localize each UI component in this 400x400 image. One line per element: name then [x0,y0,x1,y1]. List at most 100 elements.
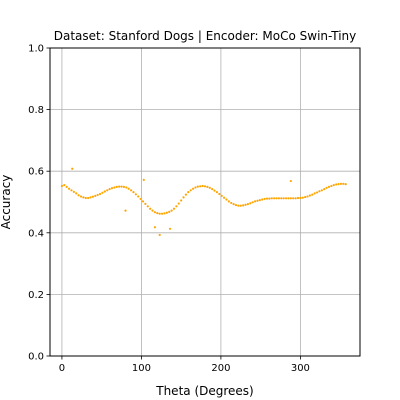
data-point [127,187,130,190]
data-point [315,191,319,194]
data-point [273,197,276,200]
data-point [318,190,321,193]
data-point [182,196,185,199]
data-point [203,185,207,188]
data-point [196,185,199,188]
data-point [153,211,157,214]
data-point [72,190,75,193]
data-point [344,183,347,186]
x-axis-ticks: 0 100 200 300 [59,356,310,374]
data-point [108,187,111,191]
data-point [189,189,192,192]
data-point [96,193,99,197]
data-point [280,197,283,200]
data-point [75,192,78,195]
data-point [201,184,204,188]
data-point [332,183,335,187]
data-point [275,197,278,200]
data-point [132,191,135,194]
data-point [60,184,64,188]
data-point [265,197,269,200]
data-point [325,186,328,189]
data-point [129,189,133,192]
y-tick-label: 0.6 [28,167,44,178]
data-point [320,189,323,192]
data-point [191,187,195,190]
data-point [237,204,240,207]
x-tick-label: 300 [291,363,310,374]
data-point [227,200,230,203]
data-point [208,186,211,189]
data-point [327,185,331,189]
plot-frame [49,47,361,357]
data-point [270,197,273,200]
data-point [160,212,164,215]
data-point [144,202,147,205]
data-point [158,233,161,237]
data-point [261,198,264,201]
data-point [153,226,157,229]
data-point [211,187,214,191]
data-point [222,196,226,199]
data-point [292,197,295,200]
data-point [180,199,183,202]
data-point [125,186,128,189]
data-point [146,205,149,208]
data-point [106,189,109,192]
data-point [234,203,238,207]
data-point [246,203,250,206]
data-point [251,201,254,204]
data-point [98,192,102,196]
data-point [118,185,121,188]
data-point [91,195,95,198]
data-point [103,190,106,193]
data-point [82,196,85,199]
data-point [296,196,300,200]
data-point [249,202,252,205]
x-tick-label: 0 [59,363,65,374]
data-point [239,204,242,207]
data-point [323,187,326,191]
data-point [330,184,333,188]
data-point [215,191,219,194]
data-point [256,199,259,202]
data-point [84,196,87,200]
data-point [306,195,309,198]
data-point [172,207,176,210]
y-axis-ticks: 0.0 0.2 0.4 0.6 0.8 1.0 [28,44,50,363]
data-point [277,197,281,200]
data-point [139,197,142,201]
data-point [87,196,90,200]
y-tick-label: 0.0 [28,352,44,363]
data-point [225,198,228,201]
data-point [149,207,152,210]
data-point [101,191,104,194]
data-point [67,187,71,190]
data-point [218,192,221,196]
data-point [65,185,68,189]
data-point [289,197,292,200]
data-point [187,191,190,194]
data-point [213,189,216,192]
data-point [137,195,140,198]
data-point [70,189,73,192]
data-point [244,203,247,206]
data-point [124,209,127,212]
data-point [122,185,126,189]
data-point [158,212,161,215]
data-point [77,194,80,197]
data-point [242,204,245,207]
data-point [289,179,292,183]
x-tick-label: 200 [211,363,230,374]
data-point [299,196,302,200]
data-point [253,200,257,203]
y-tick-label: 0.4 [28,228,44,239]
data-point [311,193,314,196]
data-point [156,211,159,215]
data-point [94,194,97,197]
data-point [282,197,285,200]
data-point [110,187,114,190]
data-point [151,209,154,212]
y-tick-label: 0.2 [28,290,44,301]
